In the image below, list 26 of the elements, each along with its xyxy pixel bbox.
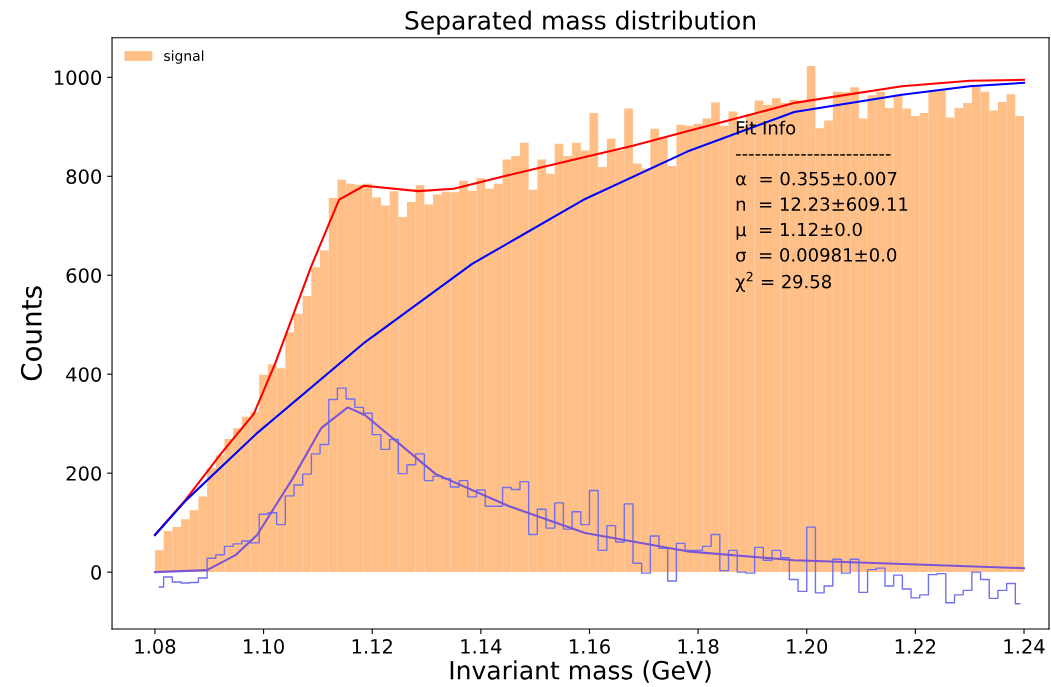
annotation: σ = 0.00981±0.0 <box>736 248 897 262</box>
x-tick-label: 1.14 <box>461 639 502 654</box>
y-tick-label: 0 <box>91 565 102 580</box>
y-tick-label: 400 <box>66 367 102 382</box>
y-tick-label: 600 <box>66 268 102 283</box>
x-tick-label: 1.24 <box>1004 639 1045 654</box>
chart-title: Separated mass distribution <box>405 10 755 35</box>
annotation: ------------------------ <box>736 154 891 156</box>
x-tick-label: 1.10 <box>244 639 284 654</box>
y-tick-label: 200 <box>66 466 102 481</box>
legend-label: signal <box>164 50 204 64</box>
x-tick-label: 1.16 <box>569 639 610 654</box>
y-axis-title: Counts <box>20 286 42 381</box>
x-tick-label: 1.12 <box>352 639 392 654</box>
x-tick-label: 1.08 <box>135 639 176 654</box>
x-axis-title: Invariant mass (GeV) <box>450 660 711 683</box>
x-tick-label: 1.18 <box>678 639 719 654</box>
annotation: α = 0.355±0.007 <box>736 171 897 186</box>
annotation: n = 12.23±609.11 <box>736 197 908 211</box>
annotation: χ$^{2}$ = 29.58 <box>735 271 831 292</box>
x-tick-label: 1.20 <box>787 639 828 654</box>
y-tick-label: 1000 <box>54 70 102 86</box>
line-series <box>153 406 1026 574</box>
x-tick-label: 1.22 <box>895 639 936 654</box>
annotation: μ = 1.12±0.0 <box>736 222 862 240</box>
y-tick-label: 800 <box>66 169 102 184</box>
